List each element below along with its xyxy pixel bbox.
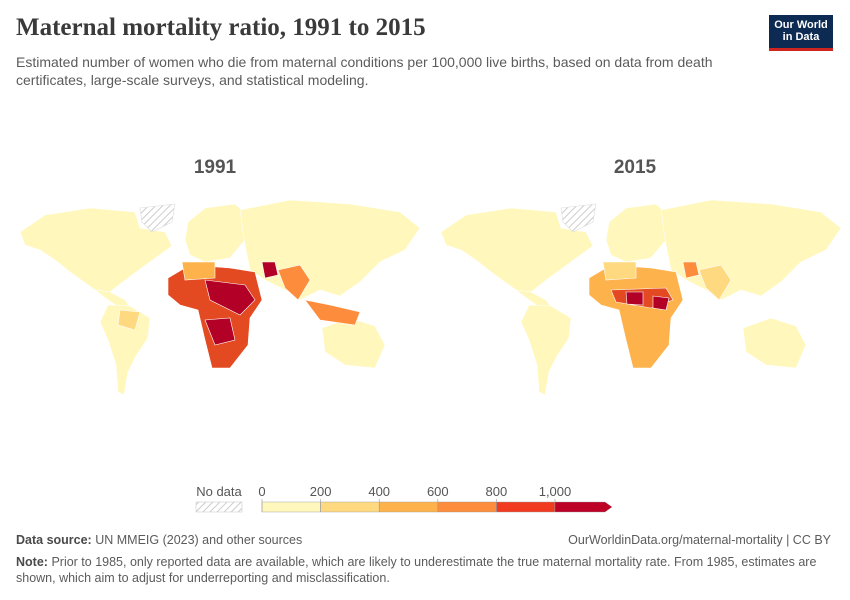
legend-bin	[379, 501, 439, 513]
subtitle: Estimated number of women who die from m…	[16, 54, 713, 88]
legend-tick-label: 800	[486, 484, 508, 499]
legend-bin	[320, 501, 380, 513]
legend-bin	[496, 501, 556, 513]
legend-bin	[261, 501, 321, 513]
logo-line: Our World	[774, 19, 828, 31]
legend-bin	[437, 501, 497, 513]
region	[277, 264, 311, 301]
note: Note: Prior to 1985, only reported data …	[16, 554, 831, 586]
note-label: Note:	[16, 555, 48, 569]
legend-tick-label: 0	[258, 484, 265, 499]
region	[652, 295, 670, 311]
legend-tick-label: 600	[427, 484, 449, 499]
legend-no-data-label: No data	[196, 484, 242, 499]
note-text: Prior to 1985, only reported data are av…	[16, 555, 817, 585]
region	[588, 264, 684, 369]
legend-no-data-swatch	[195, 501, 243, 513]
region	[682, 261, 700, 279]
map	[19, 199, 421, 396]
map-title: 2015	[614, 157, 657, 178]
region	[602, 261, 637, 281]
legend-tick-label: 1,000	[539, 484, 572, 499]
map-title: 1991	[194, 157, 237, 178]
logo[interactable]: Our World in Data	[769, 15, 833, 51]
region	[698, 264, 732, 301]
region	[167, 264, 263, 369]
source-text: UN MMEIG (2023) and other sources	[95, 533, 303, 547]
legend: No data 0 200 400 600 800 1,000	[195, 484, 613, 513]
region	[181, 261, 216, 281]
map	[440, 199, 842, 396]
region	[261, 261, 279, 279]
region	[625, 291, 644, 306]
region	[204, 279, 256, 316]
logo-line: in Data	[782, 31, 820, 43]
legend-tick-label: 200	[310, 484, 332, 499]
url[interactable]: OurWorldinData.org/maternal-mortality | …	[568, 533, 831, 547]
source-label: Data source:	[16, 533, 92, 547]
legend-bin	[554, 501, 613, 513]
region	[117, 309, 141, 331]
region	[304, 299, 361, 326]
source: Data source: UN MMEIG (2023) and other s…	[16, 532, 302, 548]
legend-tick-label: 400	[368, 484, 390, 499]
title: Maternal mortality ratio, 1991 to 2015	[16, 14, 426, 41]
region	[204, 317, 236, 346]
